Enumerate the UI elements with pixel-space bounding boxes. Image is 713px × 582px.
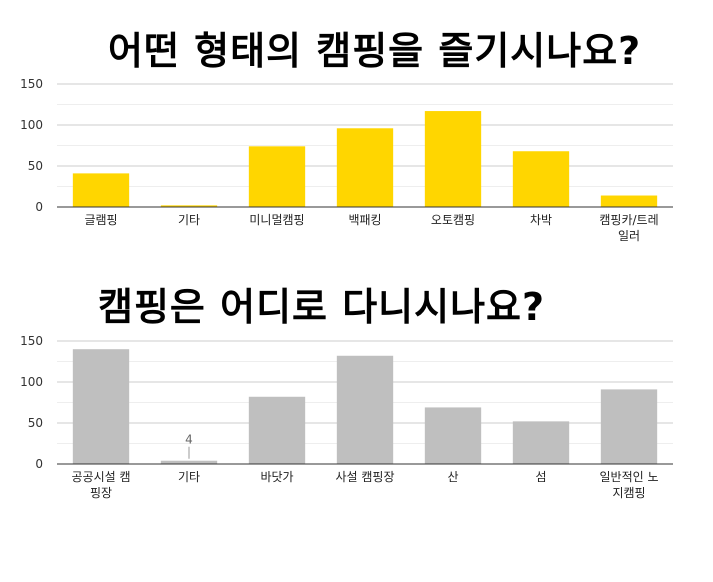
x-tick-label: 일러 (618, 229, 640, 243)
bar (424, 111, 482, 207)
x-tick-label: 바닷가 (260, 470, 293, 484)
y-tick-label: 50 (28, 416, 43, 430)
y-tick-label: 0 (35, 200, 43, 214)
bar (424, 407, 482, 464)
x-tick-label: 백패킹 (348, 213, 381, 227)
y-tick-label: 0 (35, 457, 43, 471)
x-tick-label: 일반적인 노 (599, 470, 658, 484)
y-tick-label: 150 (20, 334, 43, 348)
x-tick-label: 글램핑 (84, 213, 117, 227)
x-tick-label: 기타 (178, 470, 200, 484)
bar (72, 173, 130, 207)
y-tick-label: 100 (20, 375, 43, 389)
bar (160, 205, 218, 207)
y-tick-label: 50 (28, 159, 43, 173)
chart1-title: 어떤 형태의 캠핑을 즐기시나요? (108, 29, 642, 73)
bar (72, 349, 130, 464)
y-tick-label: 100 (20, 118, 43, 132)
x-tick-label: 섬 (535, 470, 546, 484)
chart2-title: 캠핑은 어디로 다니시나요? (98, 285, 546, 329)
bar (160, 460, 218, 464)
bar (248, 396, 306, 464)
x-tick-label: 차박 (530, 213, 552, 227)
bar (600, 195, 658, 207)
y-tick-label: 150 (20, 77, 43, 91)
x-tick-label: 미니멀캠핑 (249, 213, 304, 227)
bar (336, 128, 394, 207)
bar (512, 151, 570, 207)
x-tick-label: 사설 캠핑장 (335, 470, 394, 484)
bar (248, 146, 306, 207)
x-tick-label: 핑장 (90, 486, 112, 500)
x-tick-label: 공공시설 캠 (71, 470, 130, 484)
x-tick-label: 지캠핑 (612, 486, 645, 500)
bar (600, 389, 658, 464)
bar (336, 355, 394, 464)
x-tick-label: 캠핑카/트레 (599, 213, 658, 227)
bar (512, 421, 570, 464)
data-label: 4 (185, 433, 193, 447)
x-tick-label: 산 (447, 470, 458, 484)
x-tick-label: 기타 (178, 213, 200, 227)
x-tick-label: 오토캠핑 (431, 213, 475, 227)
